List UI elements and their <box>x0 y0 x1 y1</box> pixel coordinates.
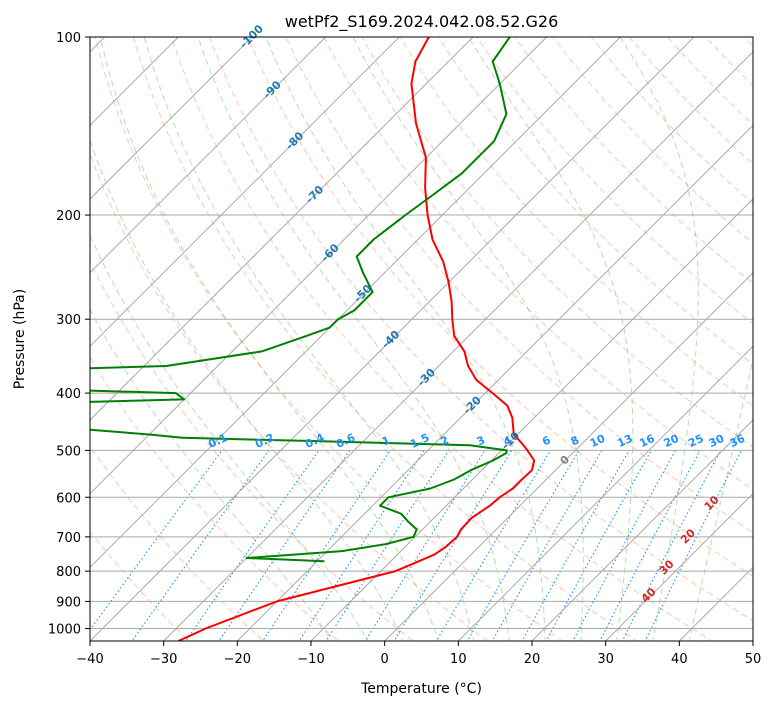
isotherm-label: -20 <box>461 393 484 416</box>
mixing-ratio-label: 0.2 <box>253 431 276 451</box>
mixing-ratio-label: 36 <box>728 432 748 450</box>
mixing-ratio-label: 30 <box>707 432 727 450</box>
moist-adiabat-label: 10 <box>702 493 722 513</box>
dry-adiabat-line <box>706 37 775 653</box>
chart-title: wetPf2_S169.2024.042.08.52.G26 <box>285 12 559 32</box>
dry-adiabat-line <box>515 37 775 653</box>
mixing-ratio-line <box>124 450 269 653</box>
dry-adiabat-line <box>0 37 277 653</box>
x-tick-label: 10 <box>450 652 467 667</box>
mixing-ratio-label: 0.6 <box>334 431 357 451</box>
mixing-ratio-line <box>430 450 551 653</box>
dry-adiabat-line <box>362 37 775 653</box>
dry-adiabat-line <box>95 37 580 653</box>
isotherm-gridline <box>532 37 775 641</box>
x-tick-label: −20 <box>224 652 251 667</box>
y-tick-label: 600 <box>56 491 81 506</box>
mixing-ratio-line <box>639 450 741 653</box>
mixing-ratio-label: 25 <box>686 432 705 450</box>
y-tick-label: 200 <box>56 209 81 224</box>
moist-adiabat-line <box>198 37 511 653</box>
temperature-profile <box>178 37 534 641</box>
x-tick-label: −10 <box>297 652 324 667</box>
mixing-ratio-line <box>540 450 651 653</box>
y-tick-label: 1000 <box>48 622 81 637</box>
x-tick-label: −40 <box>76 652 103 667</box>
mixing-ratio-label: 1 <box>380 433 392 448</box>
y-tick-label: 800 <box>56 565 81 580</box>
dry-adiabat-line <box>19 37 429 653</box>
isotherm-gridline <box>679 37 775 641</box>
mixing-ratio-label: 0.4 <box>303 431 326 451</box>
isotherm-gridline <box>0 37 326 641</box>
mixing-ratio-label: 2 <box>438 433 450 448</box>
isotherm-gridline <box>606 37 775 641</box>
mixing-ratio-line <box>486 450 602 653</box>
y-tick-label: 700 <box>56 531 81 546</box>
mixing-ratio-label: 0.1 <box>206 431 229 451</box>
dry-adiabat-line <box>171 37 731 653</box>
x-tick-label: 20 <box>524 652 541 667</box>
mixing-ratio-label: 1.5 <box>408 431 431 451</box>
y-tick-label: 400 <box>56 387 81 402</box>
mixing-ratio-line <box>292 450 425 653</box>
y-tick-label: 300 <box>56 313 81 328</box>
y-tick-label: 900 <box>56 595 81 610</box>
isotherm-gridline <box>0 37 547 641</box>
moist-adiabat-line <box>469 37 633 653</box>
moist-adiabat-label: 20 <box>678 526 698 546</box>
dry-adiabat-line <box>286 37 775 653</box>
x-tick-label: 30 <box>597 652 614 667</box>
mixing-ratio-line <box>73 450 222 653</box>
mixing-ratio-label: 13 <box>615 432 634 450</box>
mixing-ratio-line <box>516 450 630 653</box>
x-tick-label: 0 <box>381 652 389 667</box>
dry-adiabat-line <box>667 37 775 653</box>
dry-adiabat-line <box>400 37 775 653</box>
isotherm-gridline <box>16 37 620 641</box>
y-tick-label: 500 <box>56 444 81 459</box>
isotherm-label: -50 <box>351 282 374 305</box>
profile-lines <box>0 37 534 641</box>
isotherm-gridline <box>0 37 252 641</box>
mixing-ratio-label: 6 <box>540 433 553 448</box>
dry-adiabat-line <box>591 37 775 653</box>
isotherm-gridline <box>753 37 775 641</box>
dewpoint-profile <box>0 37 510 561</box>
mixing-ratio-label: 16 <box>637 432 657 450</box>
moist-adiabat-line <box>63 37 408 653</box>
x-axis-label: Temperature (°C) <box>360 681 482 697</box>
x-tick-label: −30 <box>150 652 177 667</box>
x-tick-label: 50 <box>745 652 762 667</box>
isotherm-gridline <box>164 37 768 641</box>
x-tick-label: 40 <box>671 652 688 667</box>
y-axis-label: Pressure (hPa) <box>12 289 28 389</box>
y-tick-label: 100 <box>56 31 81 46</box>
moist-adiabat-line <box>687 37 775 653</box>
